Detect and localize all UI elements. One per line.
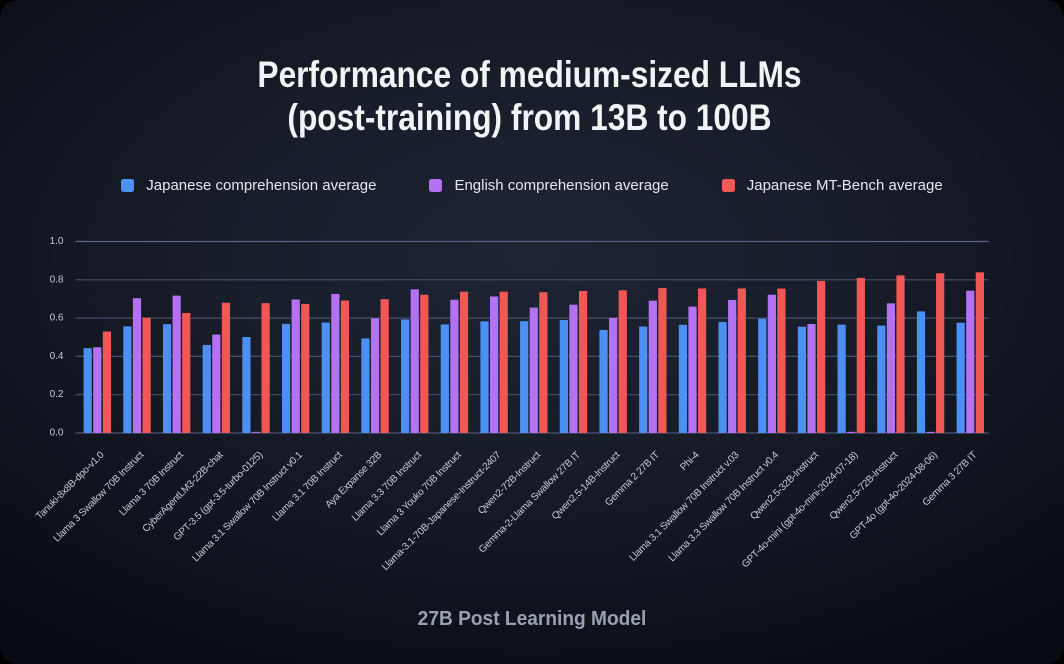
svg-text:0.6: 0.6 (50, 313, 64, 324)
svg-text:Llama 3.1 70B Instruct: Llama 3.1 70B Instruct (271, 449, 345, 523)
svg-text:Qwen2.5-14B-Instruct: Qwen2.5-14B-Instruct (550, 449, 623, 522)
svg-text:0.8: 0.8 (50, 274, 64, 285)
svg-text:0.2: 0.2 (50, 389, 64, 400)
svg-text:Qwen2.5-32B-Instruct: Qwen2.5-32B-Instruct (748, 449, 821, 522)
svg-text:Qwen2.5-72B-Instruct: Qwen2.5-72B-Instruct (828, 449, 901, 522)
svg-text:0.4: 0.4 (50, 351, 64, 362)
svg-text:0.0: 0.0 (50, 428, 64, 439)
svg-text:CyberAgentLM3-22B-chat: CyberAgentLM3-22B-chat (141, 449, 226, 534)
svg-text:Llama 3.3 70B Instruct: Llama 3.3 70B Instruct (350, 449, 424, 523)
svg-text:1.0: 1.0 (50, 236, 64, 247)
svg-text:Phi-4: Phi-4 (678, 449, 702, 473)
svg-text:Tanuki-8x8B-dpo-v1.0: Tanuki-8x8B-dpo-v1.0 (34, 449, 107, 522)
